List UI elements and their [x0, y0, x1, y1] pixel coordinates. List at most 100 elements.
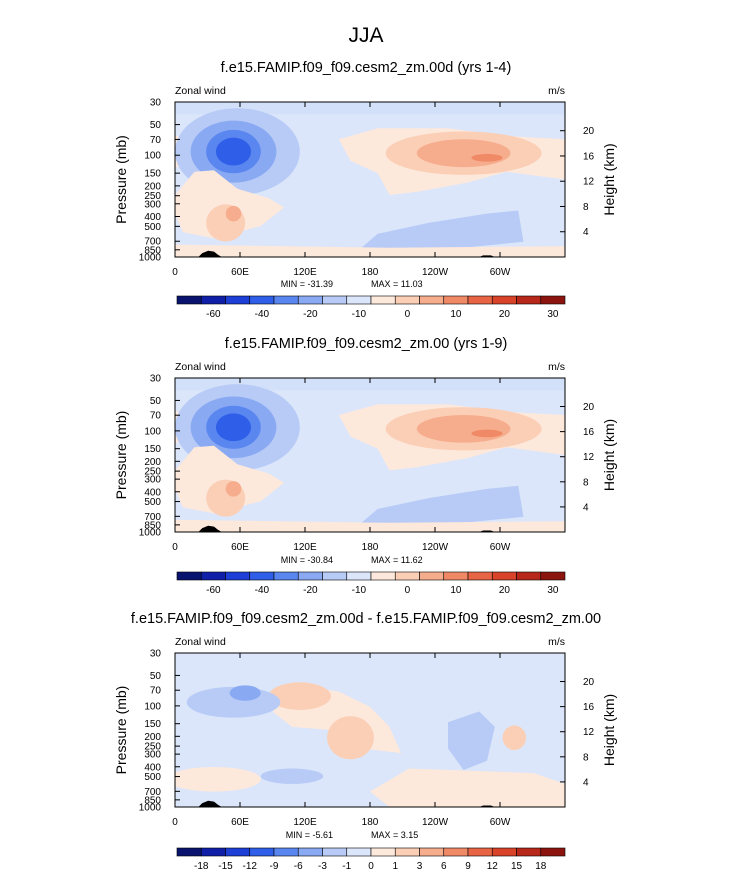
colorbar-box [200, 295, 226, 305]
y-tick-label: 50 [150, 671, 162, 682]
y2-axis-title: Height (km) [601, 694, 617, 766]
y-axis-title: Pressure (mb) [113, 135, 129, 224]
contour-region [175, 378, 565, 391]
y-tick-label: 850 [144, 245, 161, 256]
westerly-jet-core [471, 153, 503, 162]
y-tick-label: 500 [144, 772, 161, 783]
colorbar-label: -12 [243, 861, 258, 871]
colorbar-box [467, 295, 493, 305]
contour-region [175, 170, 285, 239]
cool-region [350, 485, 526, 532]
colorbar-box [200, 571, 226, 581]
x-tick-label: 60E [231, 267, 249, 278]
colorbar-label: 30 [547, 309, 559, 320]
topography [198, 800, 222, 807]
x-tick-label: 0 [172, 817, 178, 828]
y-tick-label: 400 [144, 762, 161, 773]
x-tick-label: 180 [362, 542, 379, 553]
colorbar-box [516, 295, 542, 305]
y-tick-label: 700 [144, 237, 161, 248]
y-tick-label: 400 [144, 212, 161, 223]
min-label: MIN = -5.61 [286, 830, 333, 840]
y2-tick-label: 12 [583, 452, 595, 463]
contour-region [175, 445, 285, 514]
y2-tick-label: 4 [583, 777, 589, 788]
colorbar-box [297, 295, 323, 305]
colorbar-label: 12 [487, 861, 499, 871]
colorbar-box [322, 295, 348, 305]
x-tick-label: 180 [362, 817, 379, 828]
westerly-jet-core [471, 429, 503, 438]
colorbar-box [225, 571, 251, 581]
colorbar-label: -18 [194, 861, 209, 871]
colorbar-box [491, 295, 517, 305]
max-label: MAX = 11.62 [371, 555, 423, 565]
colorbar-box [394, 847, 420, 857]
y2-tick-label: 20 [583, 126, 595, 137]
colorbar-box [322, 847, 348, 857]
colorbar-box [394, 295, 420, 305]
colorbar-box [443, 295, 469, 305]
colorbar-label: -40 [255, 585, 270, 596]
colorbar-label: 15 [511, 861, 523, 871]
y-tick-label: 50 [150, 120, 162, 131]
colorbar-box [419, 847, 445, 857]
x-tick-label: 120W [422, 542, 449, 553]
y-tick-label: 30 [150, 649, 162, 660]
min-label: MIN = -30.84 [281, 555, 333, 565]
positive-anomaly [327, 716, 374, 760]
contour-field [175, 653, 565, 807]
colorbar-label: 20 [499, 585, 511, 596]
colorbar-label: -10 [352, 585, 367, 596]
colorbar-box [176, 295, 202, 305]
colorbar-label: 20 [499, 309, 511, 320]
max-label: MAX = 3.15 [371, 830, 418, 840]
colorbar-label: -9 [270, 861, 279, 871]
y2-tick-label: 4 [583, 502, 589, 513]
y2-tick-label: 16 [583, 702, 595, 713]
colorbar-box [394, 571, 420, 581]
y-tick-label: 50 [150, 396, 162, 407]
y-tick-label: 70 [150, 686, 162, 697]
y-tick-label: 500 [144, 222, 161, 233]
y2-tick-label: 20 [583, 677, 595, 688]
panel-title: f.e15.FAMIP.f09_f09.cesm2_zm.00d (yrs 1-… [221, 60, 512, 76]
y-tick-label: 300 [144, 475, 161, 486]
panel-title: f.e15.FAMIP.f09_f09.cesm2_zm.00d - f.e15… [131, 611, 601, 627]
colorbar-box [225, 847, 251, 857]
colorbar-label: 10 [450, 585, 462, 596]
colorbar-box [443, 571, 469, 581]
chart-panel-1: f.e15.FAMIP.f09_f09.cesm2_zm.00d (yrs 1-… [113, 60, 617, 320]
colorbar-label: -10 [352, 309, 367, 320]
y2-tick-label: 16 [583, 427, 595, 438]
y-tick-label: 1000 [139, 528, 162, 539]
y-tick-label: 500 [144, 497, 161, 508]
chart-panel-2: f.e15.FAMIP.f09_f09.cesm2_zm.00 (yrs 1-9… [113, 336, 617, 596]
colorbar-box [225, 295, 251, 305]
easterly-jet-core [215, 137, 252, 166]
y-tick-label: 70 [150, 135, 162, 146]
colorbar-box [467, 571, 493, 581]
y-tick-label: 200 [144, 457, 161, 468]
westerly-jet [416, 139, 511, 168]
y2-axis-title: Height (km) [601, 143, 617, 215]
y-tick-label: 1000 [139, 803, 162, 814]
colorbar-label: -60 [206, 309, 221, 320]
westerly-jet [416, 414, 511, 443]
y2-tick-label: 8 [583, 752, 589, 763]
x-tick-label: 120W [422, 267, 449, 278]
y2-tick-label: 8 [583, 202, 589, 213]
x-tick-label: 60W [490, 542, 511, 553]
colorbar-box [370, 847, 396, 857]
x-tick-label: 60W [490, 267, 511, 278]
y-tick-label: 300 [144, 750, 161, 761]
units-label: m/s [548, 85, 565, 97]
colorbar-box [346, 571, 372, 581]
cool-region [350, 210, 526, 257]
colorbar-label: 0 [368, 861, 374, 871]
colorbar-box [467, 847, 493, 857]
contour-field [175, 378, 565, 532]
colorbar-label: 18 [535, 861, 547, 871]
topography [198, 250, 222, 257]
colorbar-label: -60 [206, 585, 221, 596]
